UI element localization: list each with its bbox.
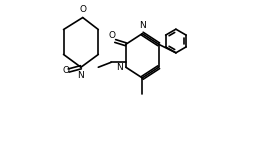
Text: N: N bbox=[76, 71, 83, 80]
Text: N: N bbox=[115, 63, 122, 72]
Text: O: O bbox=[108, 31, 115, 40]
Text: N: N bbox=[138, 20, 145, 30]
Text: O: O bbox=[62, 66, 69, 75]
Text: O: O bbox=[79, 5, 86, 14]
